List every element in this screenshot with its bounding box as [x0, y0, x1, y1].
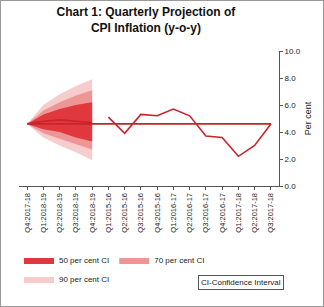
svg-text:Q4:2018-19: Q4:2018-19 [88, 193, 97, 233]
svg-text:Q2:2018-19: Q2:2018-19 [55, 193, 64, 233]
svg-text:Q4:2015-16: Q4:2015-16 [153, 193, 162, 233]
svg-text:Q4:2016-17: Q4:2016-17 [218, 193, 227, 233]
svg-text:Q3:2017-18: Q3:2017-18 [266, 193, 275, 233]
svg-text:Q3:2018-19: Q3:2018-19 [71, 193, 80, 233]
svg-text:Q3:2015-16: Q3:2015-16 [136, 193, 145, 233]
svg-text:CI-Confidence Interval: CI-Confidence Interval [201, 278, 281, 287]
svg-text:Q1:2018-19: Q1:2018-19 [39, 193, 48, 233]
svg-text:Q1:2017-18: Q1:2017-18 [234, 193, 243, 233]
svg-text:6.0: 6.0 [285, 101, 297, 110]
svg-text:Q2:2015-16: Q2:2015-16 [120, 193, 129, 233]
svg-text:0.0: 0.0 [285, 182, 297, 191]
svg-text:4.0: 4.0 [285, 128, 297, 137]
svg-text:Per cent: Per cent [303, 101, 313, 135]
svg-text:Q1:2015-16: Q1:2015-16 [104, 193, 113, 233]
svg-text:2.0: 2.0 [285, 155, 297, 164]
svg-text:Chart 1: Quarterly Projection: Chart 1: Quarterly Projection ofCPI Infl… [57, 5, 237, 35]
svg-text:Q4:2017-18: Q4:2017-18 [23, 193, 32, 233]
svg-text:Q3:2016-17: Q3:2016-17 [201, 193, 210, 233]
svg-text:10.0: 10.0 [285, 47, 301, 56]
svg-text:Q1:2016-17: Q1:2016-17 [169, 193, 178, 233]
svg-text:70 per cent CI: 70 per cent CI [154, 256, 204, 265]
svg-text:Q2:2017-18: Q2:2017-18 [250, 193, 259, 233]
svg-text:8.0: 8.0 [285, 74, 297, 83]
svg-text:50 per cent CI: 50 per cent CI [59, 256, 109, 265]
svg-text:90 per cent CI: 90 per cent CI [59, 275, 109, 284]
svg-text:Q2:2016-17: Q2:2016-17 [185, 193, 194, 233]
